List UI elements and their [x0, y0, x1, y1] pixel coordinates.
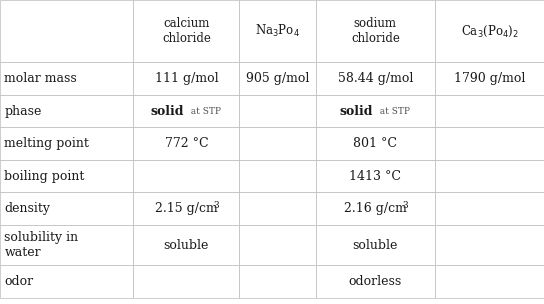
- Bar: [133, 160, 239, 192]
- Text: 111 g/mol: 111 g/mol: [154, 72, 218, 85]
- Bar: [316, 160, 435, 192]
- Text: 2.15 g/cm: 2.15 g/cm: [155, 202, 218, 215]
- Bar: [435, 265, 544, 298]
- Bar: [0, 0, 133, 62]
- Bar: [316, 192, 435, 225]
- Bar: [133, 127, 239, 160]
- Bar: [0, 265, 133, 298]
- Text: Na$_3$Po$_4$: Na$_3$Po$_4$: [255, 23, 300, 39]
- Text: solubility in
water: solubility in water: [4, 231, 78, 259]
- Bar: [435, 95, 544, 127]
- Bar: [435, 225, 544, 265]
- Bar: [0, 192, 133, 225]
- Text: 2.16 g/cm: 2.16 g/cm: [344, 202, 407, 215]
- Text: solid: solid: [339, 105, 373, 118]
- Text: at STP: at STP: [374, 107, 410, 116]
- Text: soluble: soluble: [164, 239, 209, 252]
- Bar: [0, 225, 133, 265]
- Text: boiling point: boiling point: [4, 170, 85, 183]
- Bar: [133, 265, 239, 298]
- Bar: [0, 95, 133, 127]
- Bar: [133, 225, 239, 265]
- Bar: [0, 160, 133, 192]
- Bar: [239, 160, 316, 192]
- Bar: [435, 192, 544, 225]
- Bar: [0, 127, 133, 160]
- Text: sodium
chloride: sodium chloride: [351, 17, 400, 45]
- Bar: [239, 62, 316, 95]
- Text: 3: 3: [213, 202, 219, 210]
- Text: odorless: odorless: [349, 275, 402, 288]
- Bar: [239, 225, 316, 265]
- Bar: [239, 0, 316, 62]
- Text: soluble: soluble: [353, 239, 398, 252]
- Bar: [316, 265, 435, 298]
- Bar: [239, 127, 316, 160]
- Bar: [316, 0, 435, 62]
- Bar: [316, 95, 435, 127]
- Bar: [316, 127, 435, 160]
- Bar: [239, 265, 316, 298]
- Text: calcium
chloride: calcium chloride: [162, 17, 211, 45]
- Bar: [435, 62, 544, 95]
- Bar: [316, 225, 435, 265]
- Text: at STP: at STP: [185, 107, 221, 116]
- Text: 1790 g/mol: 1790 g/mol: [454, 72, 526, 85]
- Bar: [133, 62, 239, 95]
- Bar: [435, 127, 544, 160]
- Text: solid: solid: [150, 105, 184, 118]
- Text: 905 g/mol: 905 g/mol: [246, 72, 309, 85]
- Bar: [133, 95, 239, 127]
- Bar: [133, 0, 239, 62]
- Bar: [239, 95, 316, 127]
- Bar: [435, 160, 544, 192]
- Bar: [0, 62, 133, 95]
- Text: Ca$_3$(Po$_4$)$_2$: Ca$_3$(Po$_4$)$_2$: [461, 24, 518, 39]
- Text: 801 °C: 801 °C: [354, 137, 397, 150]
- Text: phase: phase: [4, 105, 42, 118]
- Bar: [133, 192, 239, 225]
- Bar: [239, 192, 316, 225]
- Text: 3: 3: [403, 202, 408, 210]
- Text: density: density: [4, 202, 51, 215]
- Bar: [316, 62, 435, 95]
- Text: odor: odor: [4, 275, 34, 288]
- Text: molar mass: molar mass: [4, 72, 77, 85]
- Text: 1413 °C: 1413 °C: [349, 170, 401, 183]
- Text: melting point: melting point: [4, 137, 89, 150]
- Bar: [435, 0, 544, 62]
- Text: 772 °C: 772 °C: [164, 137, 208, 150]
- Text: 58.44 g/mol: 58.44 g/mol: [338, 72, 413, 85]
